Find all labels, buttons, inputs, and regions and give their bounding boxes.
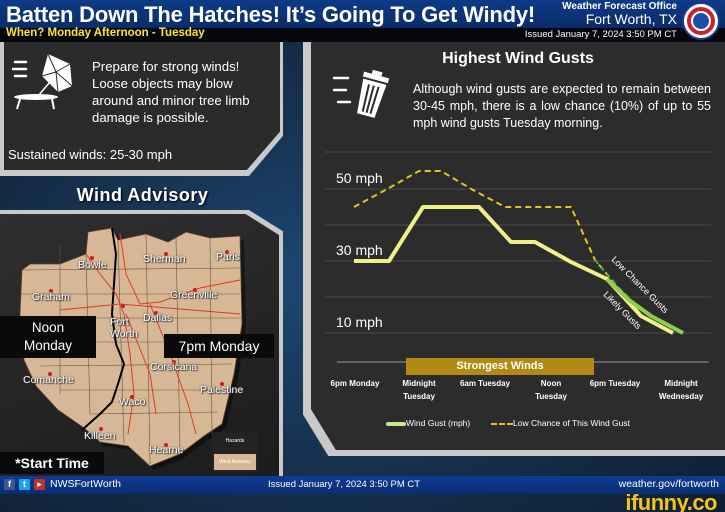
city-label: Sherman (143, 253, 186, 265)
hazards-title: Hazards (225, 438, 245, 444)
office-label: Weather Forecast Office (562, 1, 677, 12)
footer-bar (0, 476, 725, 494)
legend-dashed-label: Low Chance of This Wind Gust (513, 418, 631, 428)
legend-low-chance: Low Chance of This Wind Gust (491, 418, 630, 428)
legend-wind-gust: Wind Gust (mph) (386, 418, 470, 428)
ifunny-watermark: ifunny.co (625, 490, 717, 512)
when-subtitle: When? Monday Afternoon - Tuesday (6, 27, 205, 39)
city-label: Bowie (78, 259, 107, 271)
x-tick: Noon Tuesday (535, 379, 567, 401)
legend-dashed-swatch (491, 422, 513, 425)
nws-logo-icon (682, 2, 720, 40)
office-city: Fort Worth, TX (585, 11, 677, 27)
twitter-icon[interactable]: t (19, 479, 30, 490)
x-tick: 6pm Monday (330, 379, 380, 388)
facebook-icon[interactable]: f (4, 479, 15, 490)
city-label: Fort Worth (110, 316, 138, 340)
when-bar (0, 28, 725, 42)
gust-line-chart: Low Chance Gusts Likely Gusts (325, 151, 711, 363)
7pm-monday-label: 7pm Monday (164, 334, 274, 358)
wind-advisory-title: Wind Advisory (76, 185, 209, 205)
x-tick: 6am Tuesday (459, 379, 511, 388)
city-label: Graham (32, 291, 70, 303)
city-label: Waco (119, 396, 146, 408)
issued-timestamp: Issued January 7, 2024 3:50 PM CT (524, 29, 677, 40)
umbrella-table-wind-icon (12, 53, 73, 110)
trash-can-wind-icon (332, 70, 390, 118)
x-tick: 6pm Tuesday (589, 379, 641, 388)
hazards-legend: Hazards Wind Advisory (212, 432, 258, 472)
hazard-swatch-wind-advisory: Wind Advisory (214, 454, 256, 470)
page-title: Batten Down The Hatches! It’s Going To G… (6, 2, 536, 27)
website-link[interactable]: weather.gov/fortworth (618, 478, 719, 490)
strongest-winds-label: Strongest Winds (406, 358, 594, 375)
legend-solid-label: Wind Gust (mph) (406, 418, 471, 428)
sustained-winds: Sustained winds: 25-30 mph (8, 147, 173, 162)
y-tick-10: 10 mph (336, 314, 383, 330)
city-label: Corsicana (150, 361, 198, 373)
y-tick-30: 30 mph (336, 242, 383, 258)
wind-advisory-map (19, 227, 246, 470)
x-tick: Midnight Wednesday (658, 379, 704, 401)
y-tick-50: 50 mph (336, 170, 383, 186)
footer-issued: Issued January 7, 2024 3:50 PM CT (268, 479, 421, 490)
youtube-icon[interactable]: ▸ (34, 479, 45, 490)
start-time-label: *Start Time (0, 452, 104, 474)
noon-monday-label: Noon Monday (0, 316, 96, 358)
city-label: Paris (216, 251, 240, 263)
city-label: Comanche (23, 374, 74, 386)
city-label: Greenville (170, 289, 218, 301)
city-label: Dallas (143, 312, 173, 324)
social-handle[interactable]: NWSFortWorth (50, 478, 121, 490)
legend-solid-swatch (386, 421, 406, 426)
city-label: Killeen (84, 430, 116, 442)
prepare-message: Prepare for strong winds! Loose objects … (92, 59, 250, 125)
gusts-panel (311, 42, 725, 450)
city-label: Palestine (200, 384, 244, 396)
noon-line: Noon (31, 320, 65, 335)
x-tick: Midnight Tuesday (402, 379, 436, 401)
monday-line: Monday (23, 338, 73, 353)
gusts-description: Although wind gusts are expected to rema… (413, 82, 711, 130)
gusts-title: Highest Wind Gusts (442, 50, 594, 67)
city-label: Hearne (149, 444, 184, 456)
